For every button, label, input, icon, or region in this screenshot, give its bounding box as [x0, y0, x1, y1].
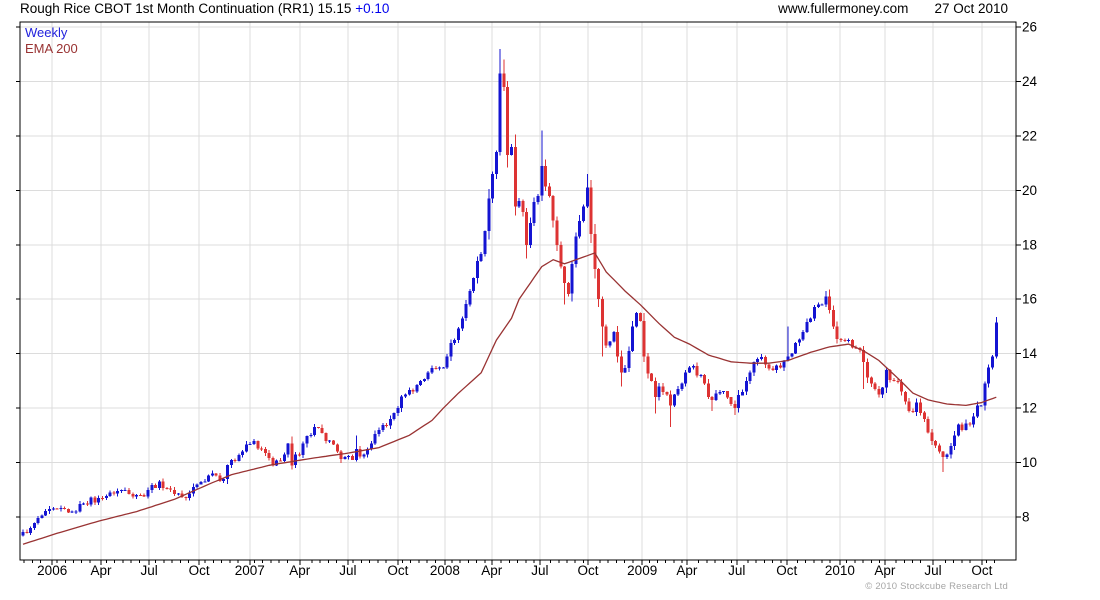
svg-text:22: 22 — [1022, 128, 1037, 143]
chart-title: Rough Rice CBOT 1st Month Continuation (… — [20, 1, 352, 16]
svg-text:10: 10 — [1022, 455, 1037, 470]
chart-date: 27 Oct 2010 — [934, 1, 1008, 16]
svg-text:18: 18 — [1022, 237, 1037, 252]
chart-header-right: www.fullermoney.com 27 Oct 2010 — [778, 1, 1008, 16]
chart-legend: Weekly EMA 200 — [25, 25, 78, 57]
svg-text:Oct: Oct — [776, 563, 797, 578]
svg-text:8: 8 — [1022, 510, 1030, 525]
svg-text:14: 14 — [1022, 346, 1038, 361]
svg-text:Jul: Jul — [728, 563, 745, 578]
svg-text:2010: 2010 — [825, 563, 855, 578]
svg-text:Oct: Oct — [577, 563, 598, 578]
svg-text:Apr: Apr — [90, 563, 112, 578]
svg-text:Jul: Jul — [140, 563, 157, 578]
svg-text:Jul: Jul — [339, 563, 356, 578]
svg-text:Jul: Jul — [531, 563, 548, 578]
svg-text:Oct: Oct — [387, 563, 408, 578]
svg-text:Apr: Apr — [874, 563, 896, 578]
svg-text:Jul: Jul — [924, 563, 941, 578]
chart-header: Rough Rice CBOT 1st Month Continuation (… — [20, 1, 389, 16]
svg-text:Oct: Oct — [971, 563, 992, 578]
svg-text:12: 12 — [1022, 401, 1037, 416]
svg-text:Oct: Oct — [189, 563, 210, 578]
legend-weekly-label: Weekly — [25, 25, 68, 40]
svg-text:Apr: Apr — [481, 563, 503, 578]
svg-text:2006: 2006 — [37, 563, 67, 578]
svg-text:26: 26 — [1022, 20, 1037, 35]
svg-text:2007: 2007 — [235, 563, 265, 578]
svg-text:16: 16 — [1022, 292, 1037, 307]
price-change: +0.10 — [355, 1, 390, 16]
svg-text:Apr: Apr — [289, 563, 311, 578]
svg-text:2009: 2009 — [627, 563, 657, 578]
svg-text:24: 24 — [1022, 74, 1038, 89]
legend-ema-label: EMA 200 — [25, 41, 78, 56]
svg-text:Apr: Apr — [676, 563, 698, 578]
copyright-notice: © 2010 Stockcube Research Ltd — [865, 581, 1008, 592]
svg-text:2008: 2008 — [430, 563, 460, 578]
svg-text:20: 20 — [1022, 183, 1037, 198]
watermark-url: www.fullermoney.com — [778, 1, 909, 16]
